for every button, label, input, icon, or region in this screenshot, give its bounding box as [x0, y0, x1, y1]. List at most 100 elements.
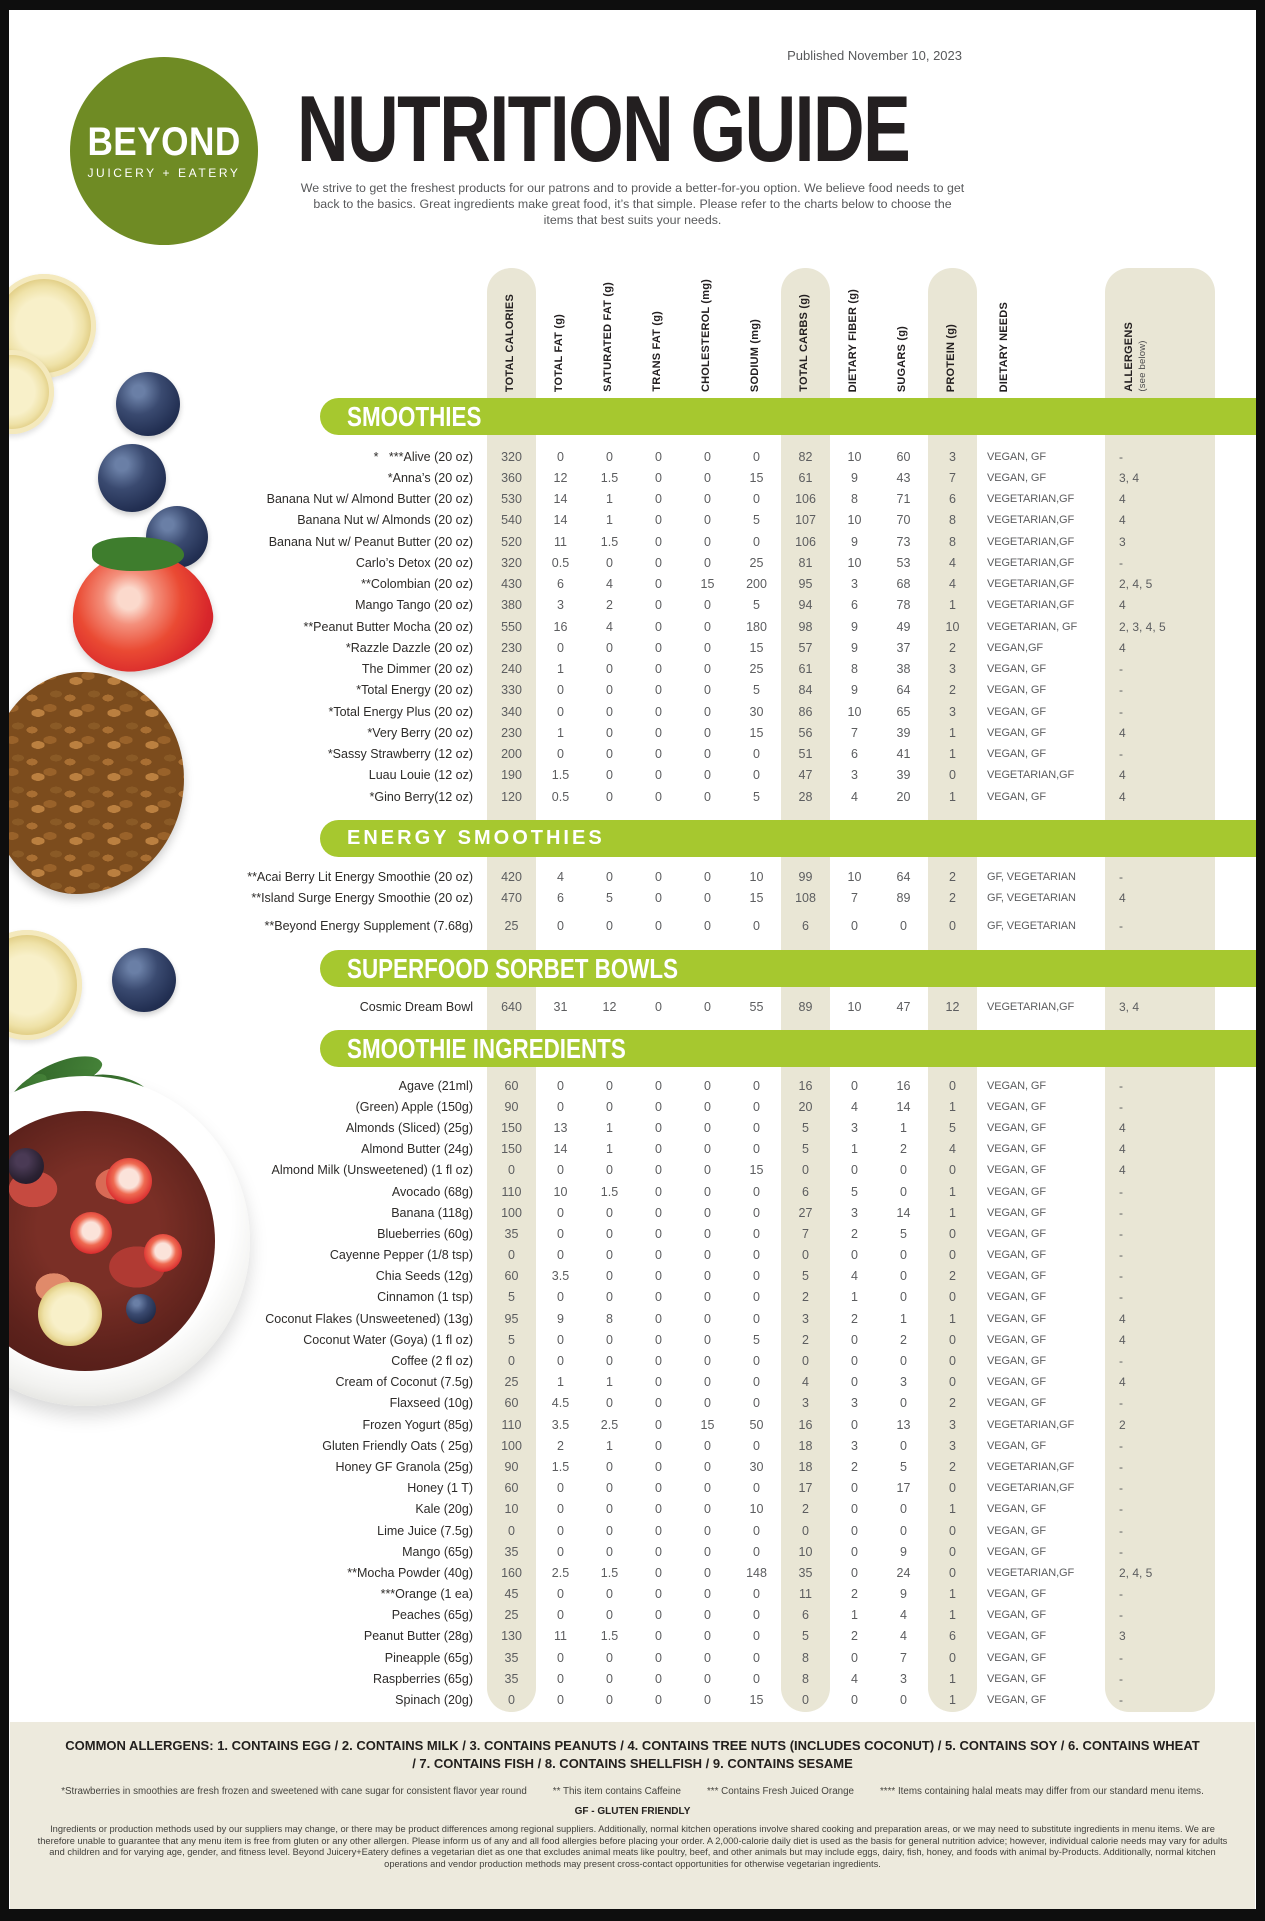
nutrition-value: 0	[655, 662, 662, 677]
row-name: Coffee (2 fl oz)	[391, 1354, 473, 1369]
nutrition-value: 1.5	[600, 534, 619, 549]
nutrition-value: 5	[949, 1120, 956, 1135]
nutrition-value: 15	[749, 1693, 764, 1708]
nutrition-value: 6	[802, 1184, 809, 1199]
nutrition-value: 0	[704, 1290, 711, 1305]
nutrition-value: 0	[557, 1205, 564, 1220]
nutrition-value: 7	[949, 470, 956, 485]
nutrition-value: 0	[557, 1671, 564, 1686]
nutrition-value: 130	[501, 1629, 522, 1644]
allergen-codes: -	[1119, 1671, 1123, 1686]
dietary-needs: VEGAN, GF	[987, 1588, 1046, 1601]
nutrition-value: 50	[749, 1417, 764, 1432]
nutrition-value: 0	[606, 1502, 613, 1517]
nutrition-value: 0	[655, 1248, 662, 1263]
nutrition-value: 148	[746, 1565, 767, 1580]
dietary-needs: VEGETARIAN,GF	[987, 1482, 1075, 1495]
dietary-needs: VEGAN, GF	[987, 1545, 1046, 1558]
allergen-codes: -	[1119, 1650, 1123, 1665]
nutrition-value: 320	[501, 555, 522, 570]
row-name: **Mocha Powder (40g)	[347, 1565, 473, 1580]
nutrition-value: 0	[704, 1078, 711, 1093]
decor-blueberry-topping	[126, 1294, 156, 1324]
nutrition-value: 18	[798, 1438, 813, 1453]
nutrition-value: 0	[655, 1078, 662, 1093]
row-name: Raspberries (65g)	[372, 1671, 473, 1686]
nutrition-value: 0	[704, 662, 711, 677]
nutrition-value: 2	[851, 1459, 858, 1474]
nutrition-value: 9	[851, 640, 858, 655]
nutrition-value: 61	[798, 662, 813, 677]
nutrition-value: 0	[606, 1481, 613, 1496]
nutrition-value: 0	[508, 1354, 515, 1369]
table-row: Agave (21ml) 60 0 0 0 0 0 16 0 16 0 VEGAN, GF -	[262, 1075, 1220, 1096]
nutrition-value: 0	[851, 1354, 858, 1369]
nutrition-value: 4	[900, 1608, 907, 1623]
nutrition-value: 10	[945, 619, 960, 634]
nutrition-value: 90	[504, 1459, 519, 1474]
nutrition-value: 0	[655, 683, 662, 698]
table-row: Peaches (65g) 25 0 0 0 0 0 6 1 4 1 VEGAN, GF -	[262, 1605, 1220, 1626]
nutrition-value: 6	[557, 577, 564, 592]
nutrition-value: 3	[851, 1396, 858, 1411]
nutrition-value: 9	[851, 619, 858, 634]
row-name: Cosmic Dream Bowl	[359, 999, 473, 1014]
nutrition-value: 2	[802, 1332, 809, 1347]
nutrition-value: 1.5	[600, 1184, 619, 1199]
nutrition-value: 31	[553, 999, 568, 1014]
nutrition-value: 10	[847, 704, 862, 719]
nutrition-value: 0	[655, 890, 662, 905]
nutrition-value: 4	[557, 869, 564, 884]
dietary-needs: VEGAN, GF	[987, 790, 1046, 803]
nutrition-value: 8	[606, 1311, 613, 1326]
nutrition-value: 30	[749, 704, 764, 719]
nutrition-value: 4	[900, 1629, 907, 1644]
dietary-needs: VEGAN, GF	[987, 1270, 1046, 1283]
row-name: **Colombian (20 oz)	[361, 577, 473, 592]
row-name: Lime Juice (7.5g)	[377, 1523, 473, 1538]
nutrition-value: 0	[557, 640, 564, 655]
nutrition-value: 0	[508, 1523, 515, 1538]
table-row: **Mocha Powder (40g) 160 2.5 1.5 0 0 148 35 0 24 0…	[262, 1562, 1220, 1583]
nutrition-value: 86	[798, 704, 813, 719]
nutrition-value: 0	[606, 1248, 613, 1263]
dietary-needs: VEGAN, GF	[987, 663, 1046, 676]
table-row: Frozen Yogurt (85g) 110 3.5 2.5 0 15 50 16 0 13 3 V…	[262, 1414, 1220, 1435]
decor-blackberry-topping	[8, 1148, 44, 1184]
nutrition-value: 0	[655, 640, 662, 655]
nutrition-value: 640	[501, 999, 522, 1014]
nutrition-value: 6	[802, 1608, 809, 1623]
decor-banana-topping	[38, 1282, 102, 1346]
nutrition-value: 0	[606, 1459, 613, 1474]
nutrition-value: 0	[557, 1523, 564, 1538]
allergen-codes: -	[1119, 1608, 1123, 1623]
nutrition-value: 15	[700, 577, 715, 592]
table-row: Banana Nut w/ Almonds (20 oz) 540 14 1 0 0 5 10…	[262, 510, 1220, 531]
nutrition-value: 0	[802, 1693, 809, 1708]
row-name: (Green) Apple (150g)	[355, 1099, 473, 1114]
nutrition-value: 0	[704, 619, 711, 634]
row-name: *Anna’s (20 oz)	[387, 470, 473, 485]
nutrition-value: 4.5	[551, 1396, 570, 1411]
nutrition-value: 2	[949, 890, 956, 905]
row-name: The Dimmer (20 oz)	[361, 662, 473, 677]
nutrition-value: 0	[655, 789, 662, 804]
dietary-needs: VEGAN, GF	[987, 1143, 1046, 1156]
nutrition-value: 230	[501, 640, 522, 655]
nutrition-value: 0	[802, 1523, 809, 1538]
intro-paragraph: We strive to get the freshest products f…	[300, 181, 965, 227]
dietary-needs: VEGAN, GF	[987, 705, 1046, 718]
nutrition-value: 4	[851, 789, 858, 804]
table-row: Lime Juice (7.5g) 0 0 0 0 0 0 0 0 0 0 VEGAN, GF -	[262, 1520, 1220, 1541]
nutrition-value: 108	[795, 890, 816, 905]
nutrition-value: 100	[501, 1438, 522, 1453]
nutrition-value: 0	[655, 1459, 662, 1474]
nutrition-value: 320	[501, 449, 522, 464]
nutrition-value: 0	[851, 1650, 858, 1665]
nutrition-value: 14	[553, 513, 568, 528]
row-name: Coconut Flakes (Unsweetened) (13g)	[265, 1311, 473, 1326]
nutrition-value: 1	[949, 1184, 956, 1199]
nutrition-value: 55	[749, 999, 764, 1014]
table-row: Chia Seeds (12g) 60 3.5 0 0 0 0 5 4 0 2 VEGAN, GF -	[262, 1266, 1220, 1287]
